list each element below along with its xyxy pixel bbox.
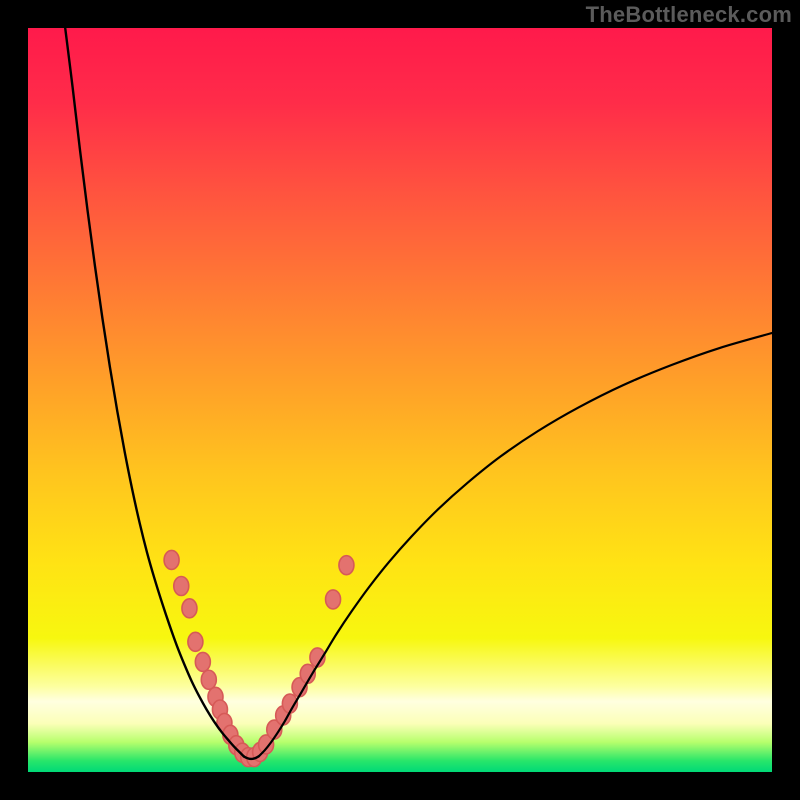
watermark-text: TheBottleneck.com <box>586 2 792 28</box>
chart-plot-background <box>28 28 772 772</box>
bottleneck-chart <box>0 0 800 800</box>
data-marker <box>188 632 203 651</box>
data-marker <box>326 590 341 609</box>
data-marker <box>201 670 216 689</box>
data-marker <box>174 577 189 596</box>
data-marker <box>195 652 210 671</box>
data-marker <box>164 550 179 569</box>
data-marker <box>182 599 197 618</box>
data-marker <box>339 556 354 575</box>
chart-canvas: TheBottleneck.com <box>0 0 800 800</box>
